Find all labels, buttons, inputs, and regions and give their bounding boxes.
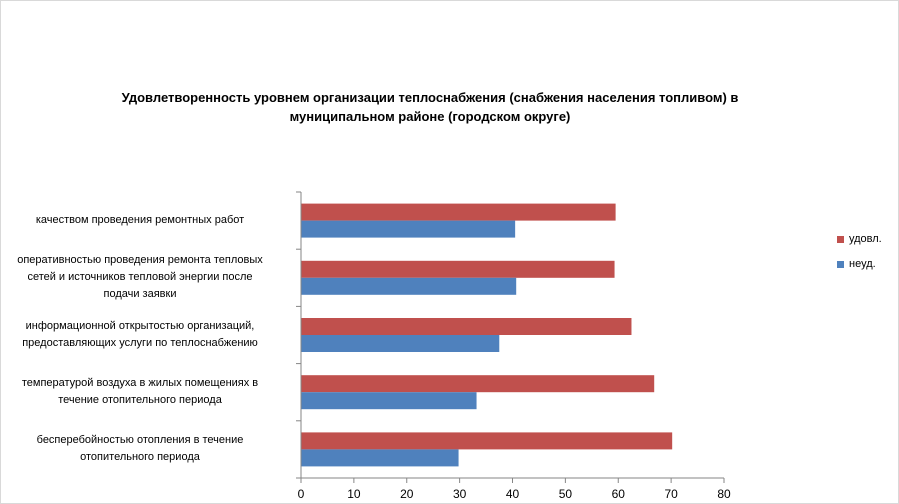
category-label: качеством проведения ремонтных работ: [0, 212, 290, 229]
legend-label-neud: неуд.: [849, 258, 876, 270]
category-label-line: сетей и источников тепловой энергии посл…: [27, 271, 253, 284]
legend-label-udovl: удовл.: [849, 233, 882, 245]
x-tick-label: 10: [347, 487, 361, 501]
category-label: температурой воздуха в жилых помещениях …: [0, 375, 290, 409]
category-label-line: предоставляющих услуги по теплоснабжению: [22, 337, 258, 349]
category-label: информационной открытостью организаций, п…: [0, 318, 290, 352]
bar-udovl-0: [301, 203, 616, 221]
legend-swatch-udovl: [837, 235, 844, 243]
category-label-line: качеством проведения ремонтных работ: [35, 214, 245, 227]
category-label-line: оперативностью проведения ремонта теплов…: [17, 254, 263, 267]
x-tick-label: 80: [717, 487, 731, 501]
bar-neud-2: [301, 335, 500, 352]
legend-swatch-neud: [837, 260, 844, 268]
x-tick-label: 30: [453, 487, 467, 501]
category-label-line: подачи заявки: [103, 288, 177, 301]
category-label-line: информационной открытостью организаций,: [25, 320, 255, 332]
bar-udovl-2: [301, 318, 632, 335]
bar-neud-1: [301, 277, 517, 295]
bar-udovl-4: [301, 432, 673, 450]
chart-title: Удовлетворенность уровнем организации те…: [121, 90, 739, 124]
category-label-line: температурой воздуха в жилых помещениях …: [21, 377, 259, 390]
legend-item-neud: неуд.: [837, 258, 876, 270]
legend-item-udovl: удовл.: [837, 233, 882, 245]
x-tick-label: 20: [400, 487, 414, 501]
category-label: бесперебойностью отопления в течение отоп…: [0, 432, 290, 466]
bar-neud-0: [301, 220, 516, 238]
category-label-line: течение отопительного периода: [58, 394, 222, 407]
category-label-line: отопительного периода: [80, 451, 200, 464]
bar-neud-3: [301, 392, 477, 410]
x-tick-label: 0: [298, 487, 305, 501]
category-label-line: бесперебойностью отопления в течение: [36, 434, 244, 447]
bar-neud-4: [301, 449, 459, 467]
bar-udovl-3: [301, 375, 655, 393]
x-tick-label: 40: [506, 487, 520, 501]
category-label: оперативностью проведения ремонта теплов…: [0, 252, 290, 303]
bar-udovl-1: [301, 260, 615, 278]
x-tick-label: 70: [664, 487, 678, 501]
x-tick-label: 50: [559, 487, 573, 501]
x-tick-label: 60: [612, 487, 626, 501]
